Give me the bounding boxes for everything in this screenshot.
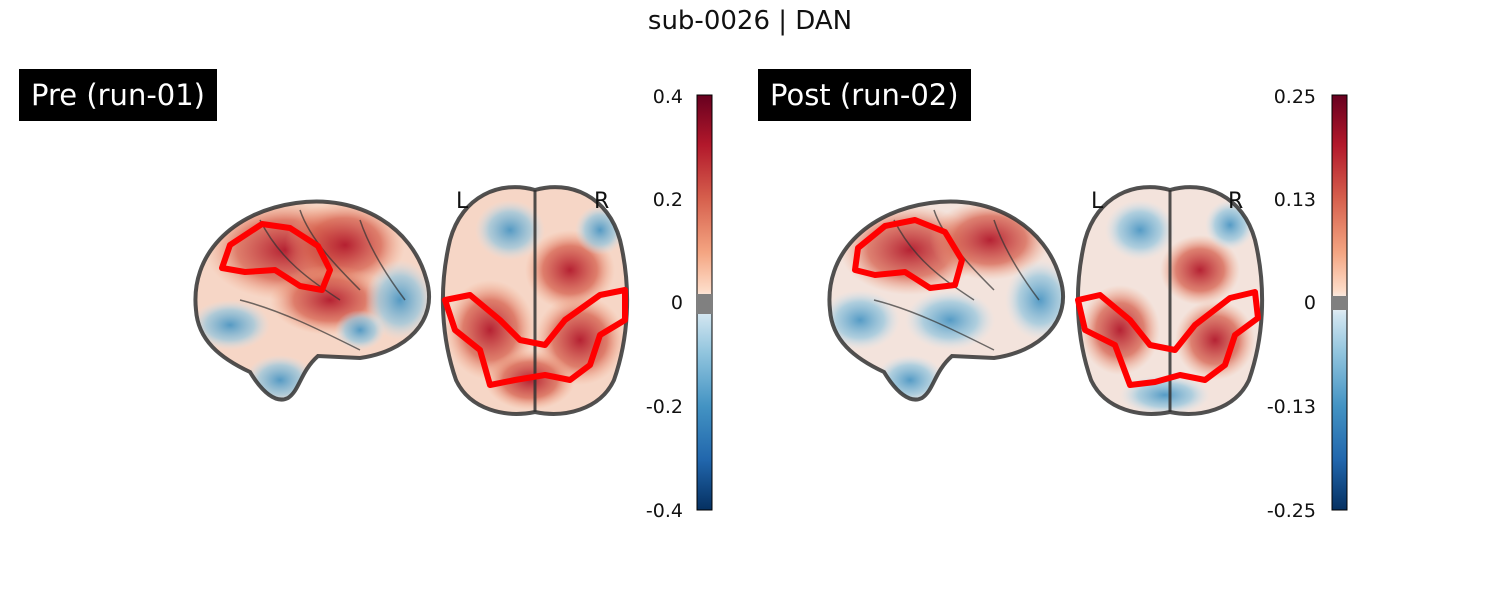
roi-outline: [442, 287, 628, 388]
colorbar-tick: 0.25: [1273, 86, 1316, 108]
colorbar-tick: -0.25: [1266, 500, 1316, 522]
pre-sagittal-view: [193, 199, 432, 402]
colorbar-tick: 0.13: [1273, 189, 1316, 211]
colorbar-tick: -0.2: [645, 396, 683, 418]
colorbar-tick: -0.4: [645, 500, 683, 522]
colorbar-tick: 0.4: [652, 86, 683, 108]
post-axial-view: [1075, 185, 1265, 416]
colorbar-tick: 0: [1303, 292, 1316, 314]
colorbar-threshold-post: [1332, 296, 1347, 310]
roi-outline: [852, 217, 965, 291]
figure-title: sub-0026 | DAN: [647, 6, 853, 36]
colorbar-threshold-pre: [697, 294, 712, 314]
colorbar-tick: -0.13: [1266, 396, 1316, 418]
roi-outline: [219, 221, 333, 293]
colorbar-tick: 0: [670, 292, 683, 314]
panel-label-post: Post (run-02): [758, 69, 971, 121]
orientation-right-post: R: [1228, 189, 1244, 214]
post-sagittal-view: [827, 199, 1066, 402]
pre-axial-view: [440, 185, 630, 416]
panel-label-pre: Pre (run-01): [19, 69, 217, 121]
colorbar-tick: 0.2: [652, 189, 683, 211]
orientation-left-post: L: [1091, 189, 1104, 214]
orientation-right-pre: R: [594, 189, 610, 214]
orientation-left-pre: L: [456, 189, 469, 214]
roi-outline: [1075, 289, 1261, 388]
